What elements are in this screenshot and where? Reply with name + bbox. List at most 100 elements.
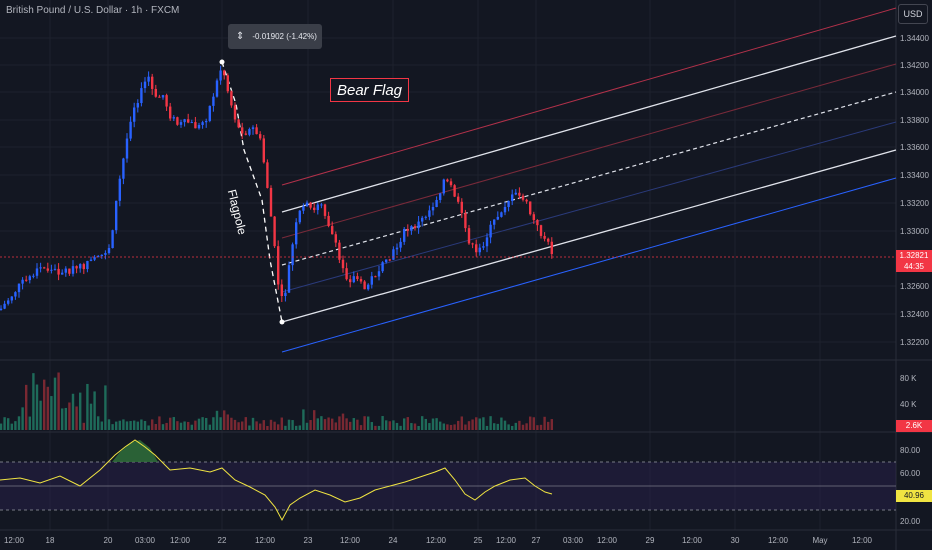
time-axis: 12:00 18 20 03:00 12:00 22 12:00 23 12:0… [4,536,873,545]
volume-bar [151,419,154,430]
bear-flag-channel[interactable] [281,7,897,353]
candle [547,238,550,242]
candle [136,103,139,108]
volume-bar [187,421,190,430]
candle [237,119,240,128]
volume-bar [244,417,247,430]
volume-bar [111,424,114,430]
candle [536,220,539,226]
volume-bar [179,422,183,430]
candle [140,88,143,104]
volume-bar [417,425,420,430]
candle [82,264,85,270]
volume-bar [467,421,471,430]
candle [521,195,525,200]
time-label: 24 [389,536,398,545]
volume-bar [14,421,17,430]
candle [111,230,114,249]
volume-bar [161,424,165,430]
rsi-line [0,439,553,522]
volume-bar [284,425,287,430]
candle [284,292,287,297]
candle [453,185,456,197]
volume-bar [143,420,147,430]
price-tick: 1.34200 [900,61,929,70]
candle [143,81,147,89]
candle [388,259,391,261]
candle [485,237,489,247]
volume-bar [82,422,85,430]
candle [14,292,17,297]
time-label: 03:00 [563,536,584,545]
volume-bar [190,424,193,430]
volume-bar [100,421,103,430]
candle [305,202,309,207]
candle [197,124,201,129]
candle [93,257,96,260]
grid [0,0,896,530]
candle [370,276,373,285]
volume-bar [259,423,262,430]
volume-bar [201,417,204,430]
volume-bar [356,419,359,430]
volume-bar [136,421,139,430]
price-tick: 1.34400 [900,34,929,43]
volume-bar [428,423,431,430]
candle [493,219,496,225]
candle [7,300,10,304]
price-tick: 1.33600 [900,143,929,152]
volume-bar [453,424,456,430]
chart-title: British Pound / U.S. Dollar · 1h · FXCM [6,5,180,16]
currency-button[interactable]: USD [898,4,928,24]
volume-bar [345,418,348,430]
volume-bar [388,421,391,430]
volume-bar [377,425,381,430]
candle [514,192,517,195]
candle [201,122,204,125]
candle [28,276,31,281]
volume-bar [147,425,150,430]
candle [107,248,111,254]
volume-bar [172,417,175,430]
candle [449,181,453,186]
volume-bar [305,422,309,430]
candle [154,88,157,97]
candles [0,65,553,311]
volume-bar [212,417,215,430]
volume-bar [446,424,449,430]
volume-bar [57,372,60,430]
volume-bar [478,418,481,430]
price-tick: 1.32200 [900,338,929,347]
candle [424,216,427,218]
channel-upper [281,35,897,213]
price-tick: 1.34000 [900,88,929,97]
candle [500,212,503,217]
candle [550,241,553,255]
candle [32,275,35,277]
time-label: May [812,536,827,545]
candle [172,117,175,119]
candle [511,194,514,202]
volume-bar [399,425,402,430]
candle [320,204,323,206]
rsi-tick: 80.00 [900,446,921,455]
candle [0,308,3,310]
time-label: 12:00 [426,536,447,545]
volume-bar [341,413,345,430]
volume-bar [277,424,280,430]
candle [71,266,75,274]
candle [298,210,301,223]
price-tick: 1.32400 [900,310,929,319]
volume-bar [25,384,28,430]
time-label: 03:00 [135,536,156,545]
candle [179,122,183,125]
volume-bar [7,418,10,430]
volume-bar [53,377,57,430]
volume-bar [17,416,21,430]
bear-flag-label[interactable]: Bear Flag [330,78,409,102]
rsi-tick: 20.00 [900,517,921,526]
candle [464,212,467,229]
volume-bar [385,420,388,430]
volume-bar [205,417,208,430]
